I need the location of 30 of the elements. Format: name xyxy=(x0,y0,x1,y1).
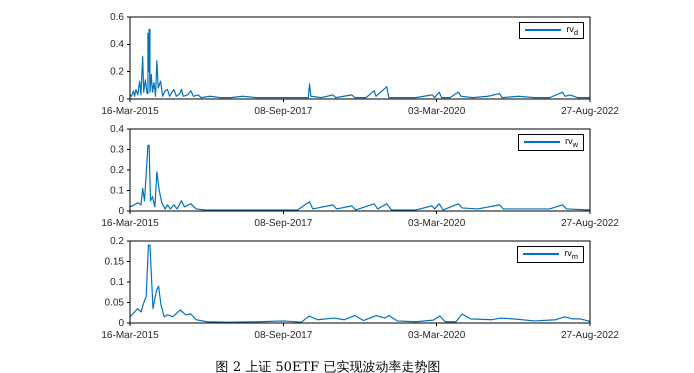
x-tick-label: 16-Mar-2015 xyxy=(101,218,160,229)
x-tick-label: 27-Aug-2022 xyxy=(561,106,620,117)
y-tick-label: 0 xyxy=(118,318,124,329)
x-tick-label: 16-Mar-2015 xyxy=(101,330,160,341)
x-tick-label: 08-Sep-2017 xyxy=(254,218,313,229)
x-tick-label: 03-Mar-2020 xyxy=(408,106,466,117)
x-tick-label: 27-Aug-2022 xyxy=(561,218,620,229)
caption: 图 2 上证 50ETF 已实现波动率走势图 xyxy=(214,359,442,373)
x-tick-label: 08-Sep-2017 xyxy=(254,330,313,341)
legend-label: rv$_{w}$ xyxy=(565,136,578,149)
y-tick-label: 0 xyxy=(118,94,124,105)
y-tick-label: 0.2 xyxy=(110,236,124,247)
y-tick-label: 0.1 xyxy=(110,185,124,196)
x-tick-label: 08-Sep-2017 xyxy=(254,106,313,117)
x-tick-label: 27-Aug-2022 xyxy=(561,330,620,341)
x-tick-label: 03-Mar-2020 xyxy=(408,218,466,229)
y-tick-label: 0.3 xyxy=(110,144,124,156)
x-tick-label: 03-Mar-2020 xyxy=(408,330,466,341)
y-tick-label: 0.2 xyxy=(110,66,124,78)
legend-label: rv$_{m}$ xyxy=(564,248,578,261)
y-tick-label: 0.05 xyxy=(104,297,124,308)
y-tick-label: 0.2 xyxy=(110,164,124,176)
y-tick-label: 0.15 xyxy=(104,256,124,268)
y-tick-label: 0.6 xyxy=(110,12,124,23)
y-tick-label: 0.4 xyxy=(110,124,124,135)
y-tick-label: 0 xyxy=(118,206,124,217)
y-tick-label: 0.4 xyxy=(110,39,124,50)
legend-label: rv$_{d}$ xyxy=(566,24,578,37)
x-tick-label: 16-Mar-2015 xyxy=(101,106,160,117)
y-tick-label: 0.1 xyxy=(110,276,124,288)
